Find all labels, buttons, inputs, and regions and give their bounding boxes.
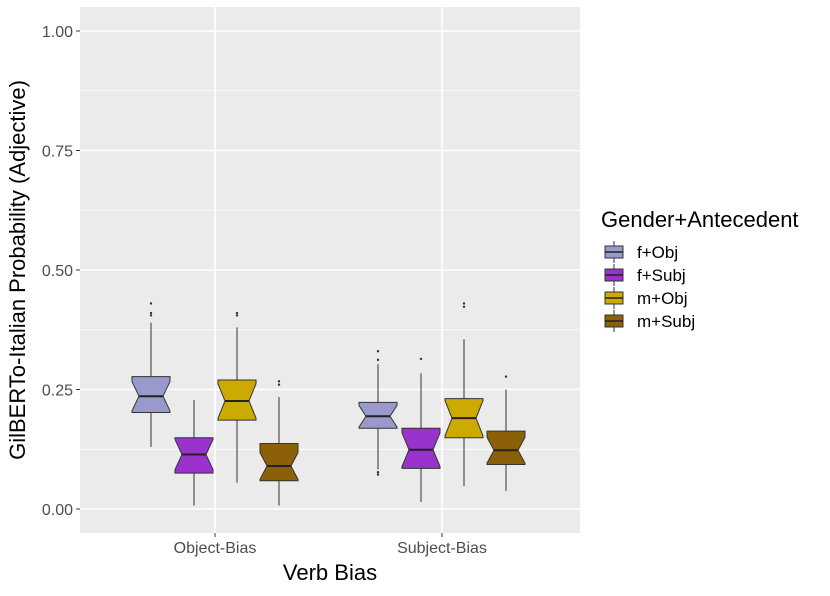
y-tick-label: 0.00 — [42, 502, 73, 519]
outlier-point — [149, 302, 153, 305]
box-body — [486, 430, 526, 466]
outlier-point — [376, 473, 380, 476]
outlier-point — [419, 357, 423, 361]
x-axis: Object-Bias Subject-Bias — [174, 533, 487, 557]
legend-label: m+Obj — [637, 289, 688, 308]
outlier-point — [149, 311, 153, 315]
y-tick-label: 0.25 — [42, 383, 73, 400]
box-f+Obj-Object-Bias — [131, 302, 171, 447]
box-m+Subj-Subject-Bias — [486, 375, 526, 491]
box-m+Subj-Object-Bias — [259, 380, 299, 506]
grid-lines — [80, 7, 580, 533]
legend-entry-m+Subj: m+Subj — [604, 310, 695, 332]
legend-entry-f+Subj: f+Subj — [604, 264, 686, 286]
legend-entry-f+Obj: f+Obj — [604, 241, 678, 263]
y-tick-label: 1.00 — [42, 24, 73, 41]
outlier-point — [277, 383, 281, 386]
y-axis-title: GilBERTo-Italian Probability (Adjective) — [5, 80, 30, 460]
outlier-point — [376, 350, 380, 353]
legend-entry-m+Obj: m+Obj — [604, 287, 688, 309]
legend-label: m+Subj — [637, 312, 695, 331]
x-tick-label: Subject-Bias — [397, 540, 487, 557]
y-axis: 0.00 0.25 0.50 0.75 1.00 — [42, 24, 80, 519]
box-m+Obj-Object-Bias — [217, 311, 257, 483]
outlier-point — [462, 305, 466, 309]
x-tick-label: Object-Bias — [174, 540, 257, 557]
box-f+Subj-Object-Bias — [174, 400, 214, 506]
legend-label: f+Obj — [637, 243, 678, 262]
box-m+Obj-Subject-Bias — [444, 302, 484, 487]
y-tick-label: 0.75 — [42, 144, 73, 161]
outlier-point — [376, 470, 380, 474]
x-axis-title: Verb Bias — [283, 560, 377, 585]
box-body — [401, 427, 441, 469]
legend-title: Gender+Antecedent — [601, 207, 799, 232]
box-f+Obj-Subject-Bias — [358, 350, 398, 476]
outlier-point — [504, 375, 508, 378]
y-tick-label: 0.50 — [42, 263, 73, 280]
legend-label: f+Subj — [637, 266, 686, 285]
outlier-point — [235, 314, 239, 317]
box-body — [131, 376, 171, 413]
box-groups — [131, 302, 526, 506]
box-f+Subj-Subject-Bias — [401, 357, 441, 502]
legend: Gender+Antecedent f+Obj f+Subj m+Obj m+Subj — [601, 207, 799, 332]
outlier-point — [235, 311, 239, 315]
box-body — [259, 443, 299, 482]
outlier-point — [277, 380, 281, 383]
outlier-point — [376, 358, 380, 362]
outlier-point — [462, 302, 466, 305]
outlier-point — [149, 314, 153, 317]
